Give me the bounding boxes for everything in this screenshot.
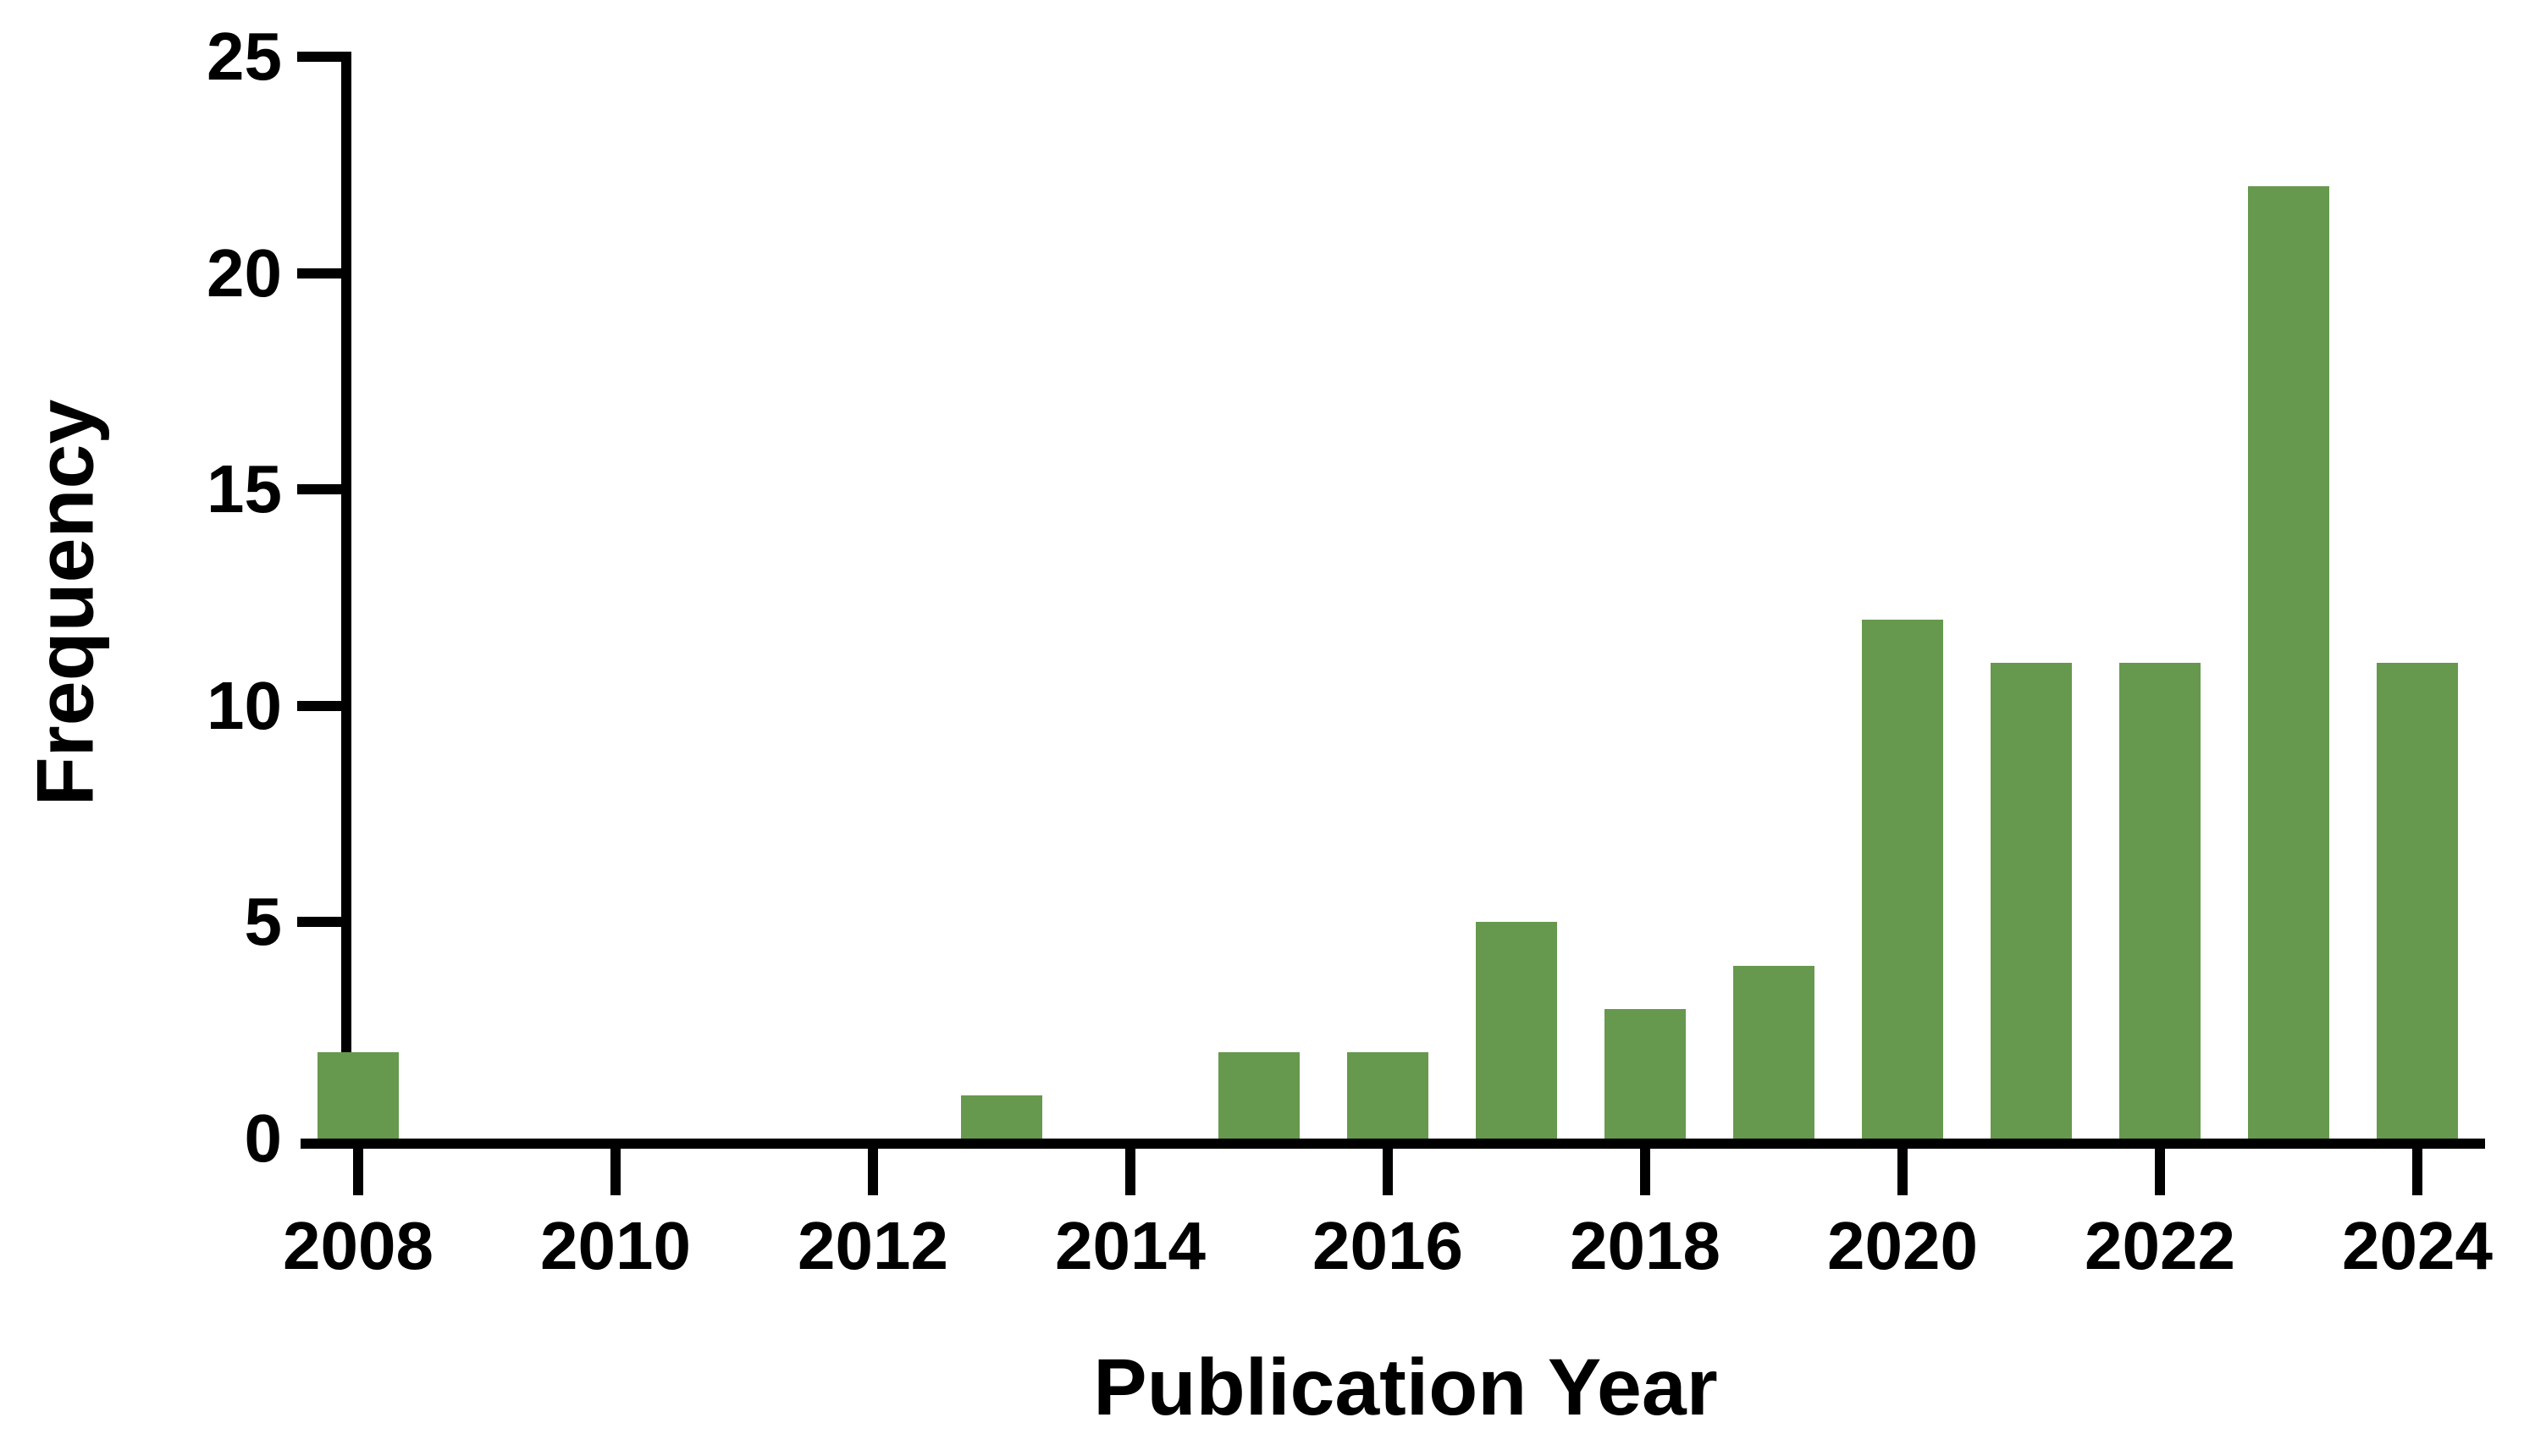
y-tick-label: 5 [244,884,283,960]
y-axis-line [341,52,351,1149]
x-tick [868,1149,878,1195]
bar-2008 [318,1051,399,1139]
x-tick [1640,1149,1650,1195]
x-tick-label: 2012 [798,1208,948,1283]
bar-2021 [1991,662,2072,1139]
x-tick-label: 2014 [1055,1208,1206,1283]
bar-2019 [1733,965,1814,1139]
x-axis-title: Publication Year [1093,1343,1718,1432]
x-tick-label: 2018 [1570,1208,1720,1283]
y-tick [297,484,341,495]
x-tick-label: 2022 [2085,1208,2235,1283]
x-tick [2155,1149,2165,1195]
y-tick [297,52,341,62]
bar-2016 [1347,1051,1428,1139]
y-tick-label: 10 [207,667,282,743]
y-tick [297,917,341,928]
bar-2015 [1218,1051,1300,1139]
bar-2022 [2119,662,2201,1139]
x-tick [1897,1149,1908,1195]
x-tick-label: 2016 [1312,1208,1463,1283]
x-axis-line [301,1139,2485,1149]
x-tick [2412,1149,2422,1195]
x-tick-label: 2008 [283,1208,434,1283]
x-tick [1125,1149,1135,1195]
x-tick [1383,1149,1393,1195]
y-tick-label: 20 [207,234,282,311]
bar-2018 [1604,1008,1686,1139]
bar-2020 [1862,619,1943,1139]
x-tick [610,1149,621,1195]
bar-2017 [1476,922,1557,1139]
x-tick-label: 2020 [1827,1208,1978,1283]
y-axis-title: Frequency [20,399,111,807]
x-tick-label: 2024 [2342,1208,2493,1283]
bar-2024 [2377,662,2458,1139]
bar-2013 [961,1095,1042,1139]
y-tick-label: 0 [244,1100,283,1176]
y-tick-label: 15 [207,451,282,527]
x-tick [353,1149,363,1195]
y-tick-label: 25 [207,19,282,94]
y-tick [297,700,341,711]
y-tick [297,267,341,279]
x-tick-label: 2010 [540,1208,691,1283]
bar-2023 [2248,186,2329,1139]
